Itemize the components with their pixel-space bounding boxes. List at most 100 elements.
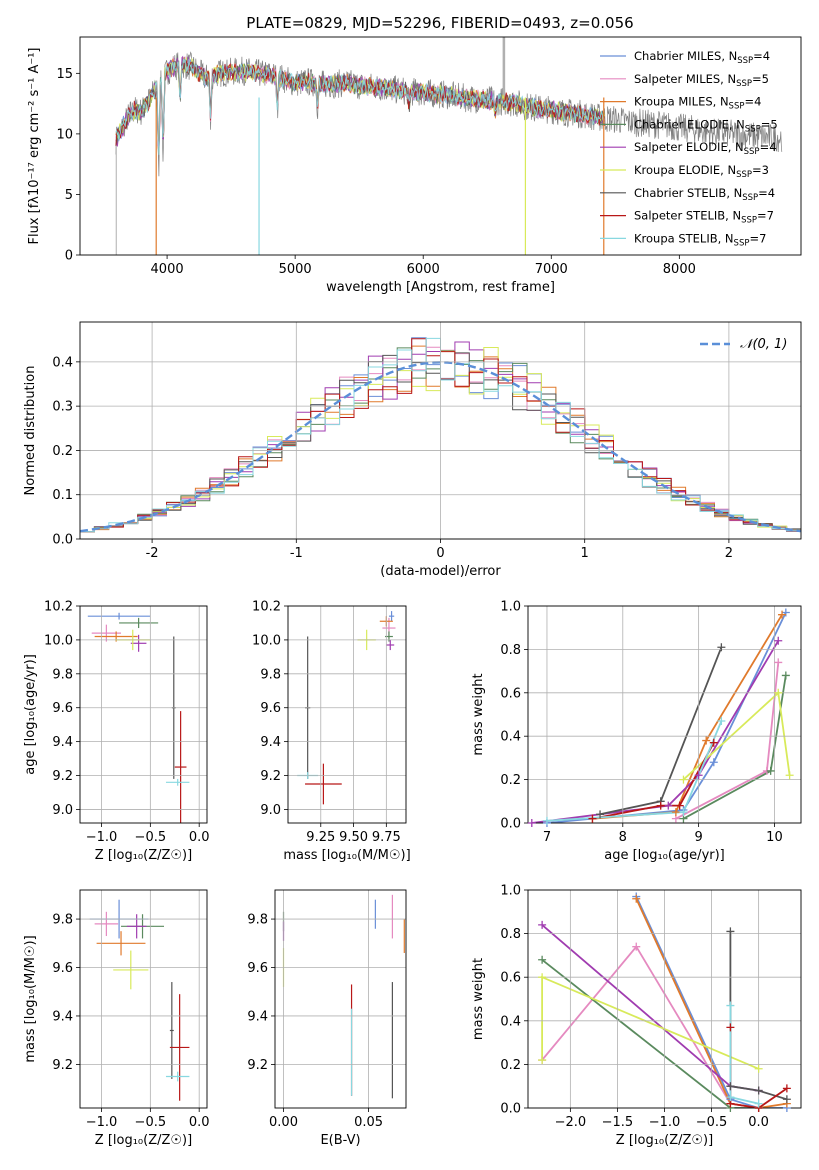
legend-model-name: Kroupa STELIB, N: [634, 231, 734, 245]
y-tick-label: 9.0: [52, 803, 73, 818]
mass-weight-marker: [754, 1086, 763, 1095]
x-axis-label: (data-model)/error: [380, 564, 501, 579]
y-tick-label: 0.0: [500, 1102, 521, 1117]
legend-model-name: Salpeter MILES, N: [634, 72, 736, 86]
legend-entry: Kroupa STELIB, NSSP=7: [634, 231, 766, 248]
x-axis-label: Z [log₁₀(Z/Z☉)]: [95, 1133, 192, 1148]
y-axis-label: mass weight: [471, 673, 486, 755]
mass-weight-marker: [726, 1093, 735, 1102]
legend-count: =7: [749, 231, 766, 245]
mass-weight-marker: [726, 1023, 735, 1032]
y-axis-label: age [log₁₀(age/yr)]: [23, 654, 38, 775]
legend-entry: Kroupa ELODIE, NSSP=3: [634, 163, 769, 180]
axes-frame: [79, 605, 208, 824]
x-tick-label: 9.25: [306, 830, 335, 845]
panel-7: 0.00 0.05 9.2 9.4 9.6 9.8 E(B-V): [247, 889, 407, 1148]
axes-frame: [274, 889, 407, 1109]
y-tick-label: 10.2: [252, 600, 281, 615]
legend-subscript: SSP: [734, 238, 750, 248]
legend-count: =5: [761, 117, 778, 131]
mass-weight-marker: [538, 955, 547, 964]
legend-count: =4: [760, 140, 777, 154]
mass-weight-marker: [656, 801, 665, 810]
mass-weight-marker: [766, 766, 775, 775]
x-tick-label: 7000: [535, 262, 568, 277]
axes-frame: [79, 36, 802, 256]
y-tick-label: 9.4: [247, 1009, 268, 1024]
panel-2: -2 -1 0 1 2 0.0 0.1 0.2 0.3 0.4 (data-model)/error…: [23, 321, 802, 579]
x-tick-label: −1.0: [649, 1115, 681, 1130]
y-tick-label: 9.6: [260, 701, 281, 716]
mass-weight-marker: [632, 894, 641, 903]
x-tick-label: −1.0: [86, 1115, 118, 1130]
mass-weight-marker: [726, 927, 735, 936]
legend-subscript: SSP: [736, 170, 752, 180]
x-tick-label: 8000: [663, 262, 696, 277]
legend-entry: Chabrier MILES, NSSP=4: [634, 49, 770, 66]
x-tick-label: −0.5: [135, 830, 167, 845]
y-tick-label: 9.4: [52, 1009, 73, 1024]
legend-model-name: Salpeter ELODIE, N: [634, 140, 744, 154]
axes-frame: [79, 889, 208, 1109]
mass-weight-marker: [527, 819, 536, 827]
legend-subscript: SSP: [742, 193, 758, 203]
x-tick-label: 0.05: [354, 1115, 383, 1130]
mass-weight-marker: [538, 973, 547, 982]
x-axis-label: Z [log₁₀(Z/Z☉)]: [616, 1133, 713, 1148]
y-tick-label: 0.2: [500, 1058, 521, 1073]
x-tick-label: 0.0: [748, 1115, 769, 1130]
x-tick-label: 2: [725, 546, 733, 561]
mass-weight-marker: [774, 688, 783, 697]
legend-entry: 𝒩(0, 1): [740, 337, 787, 352]
y-tick-label: 0.2: [500, 773, 521, 788]
axes-frame: [527, 889, 802, 1109]
mass-weight-marker: [664, 801, 673, 810]
y-tick-label: 0.4: [52, 355, 73, 370]
legend-subscript: SSP: [729, 102, 745, 112]
mass-weight-line: [541, 924, 759, 1092]
mass-weight-marker: [778, 610, 787, 619]
mass-weight-marker: [694, 771, 703, 780]
mass-weight-marker: [538, 920, 547, 929]
mass-weight-line: [635, 896, 787, 1108]
legend-subscript: SSP: [741, 216, 757, 226]
mass-weight-marker: [754, 1064, 763, 1073]
y-tick-label: 5: [65, 188, 73, 203]
legend-count: =4: [758, 186, 775, 200]
y-tick-label: 9.2: [52, 1058, 73, 1073]
x-axis-label: Z [log₁₀(Z/Z☉)]: [95, 848, 192, 863]
legend-model-name: Salpeter STELIB, N: [634, 209, 741, 223]
x-tick-label: −0.5: [696, 1115, 728, 1130]
x-tick-label: 0.0: [189, 830, 210, 845]
legend-entry: Chabrier ELODIE, NSSP=5: [634, 117, 778, 134]
y-axis-label: Flux [fλ10⁻¹⁷ erg cm⁻² s⁻¹ A⁻¹]: [27, 48, 42, 245]
mass-weight-marker: [702, 736, 711, 745]
x-tick-label: −2.0: [555, 1115, 587, 1130]
legend-model-name: Kroupa MILES, N: [634, 95, 729, 109]
y-tick-label: 15: [56, 67, 73, 82]
mass-weight-marker: [774, 636, 783, 645]
x-tick-label: 1: [581, 546, 589, 561]
mass-weight-marker: [785, 771, 794, 780]
axes-frame: [287, 605, 407, 824]
mass-weight-marker: [754, 1099, 763, 1108]
y-axis-label: mass weight: [471, 958, 486, 1040]
legend-model-name: Chabrier STELIB, N: [634, 186, 742, 200]
y-tick-label: 9.0: [260, 803, 281, 818]
x-tick-label: −1.5: [602, 1115, 634, 1130]
mass-weight-marker: [679, 775, 688, 784]
y-tick-label: 9.6: [52, 701, 73, 716]
mass-weight-marker: [709, 758, 718, 767]
y-axis-label: Normed distribution: [23, 366, 38, 496]
y-tick-label: 0.2: [52, 444, 73, 459]
y-tick-label: 9.2: [260, 769, 281, 784]
legend-entry: Kroupa MILES, NSSP=4: [634, 95, 761, 112]
y-tick-label: 1.0: [500, 600, 521, 615]
legend-subscript: SSP: [737, 56, 753, 66]
x-axis-label: age [log₁₀(age/yr)]: [604, 848, 725, 863]
panel-6: −1.0 −0.5 0.0 9.2 9.4 9.6 9.8 Z [log₁₀(Z/Z☉)] ma…: [23, 889, 210, 1148]
x-axis-label: wavelength [Angstrom, rest frame]: [326, 280, 555, 295]
y-tick-label: 0.0: [52, 533, 73, 548]
mass-weight-marker: [671, 808, 680, 817]
